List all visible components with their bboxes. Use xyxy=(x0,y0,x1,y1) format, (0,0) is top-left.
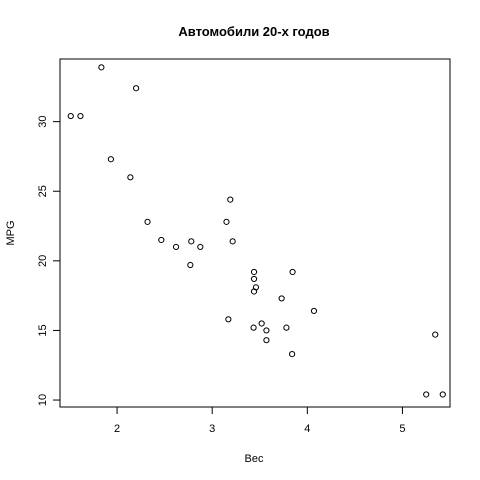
y-tick-label: 30 xyxy=(37,116,49,128)
chart-title: Автомобили 20-х годов xyxy=(178,24,329,39)
x-axis-label: Вес xyxy=(245,453,264,465)
data-points xyxy=(67,64,446,398)
data-point xyxy=(225,316,232,323)
data-point xyxy=(250,288,258,295)
data-point xyxy=(263,327,270,334)
x-tick-label: 4 xyxy=(304,423,310,435)
data-point xyxy=(197,243,204,251)
data-point xyxy=(227,196,234,203)
data-point xyxy=(423,391,430,398)
data-point xyxy=(127,174,134,181)
data-point xyxy=(250,275,258,283)
data-point xyxy=(144,218,151,225)
data-point xyxy=(439,391,446,398)
data-point xyxy=(223,218,230,225)
x-axis: 2 3 4 5 xyxy=(114,407,406,435)
data-point xyxy=(278,295,285,302)
data-point xyxy=(188,238,195,245)
data-point xyxy=(172,243,180,251)
data-point xyxy=(263,337,270,344)
data-point xyxy=(187,261,194,269)
x-tick-label: 3 xyxy=(209,423,215,435)
data-point xyxy=(283,324,290,331)
data-point xyxy=(158,236,165,244)
data-point xyxy=(107,156,114,163)
plot-frame xyxy=(59,58,451,408)
data-point xyxy=(258,320,265,327)
data-point xyxy=(250,268,258,276)
data-point xyxy=(250,324,257,331)
data-point xyxy=(229,238,236,245)
data-point xyxy=(289,268,296,276)
data-point xyxy=(67,112,74,120)
y-tick-label: 10 xyxy=(37,394,49,406)
data-point xyxy=(132,85,140,92)
y-axis: 10 15 20 25 30 xyxy=(37,116,60,406)
x-tick-label: 2 xyxy=(114,423,120,435)
data-point xyxy=(98,64,105,71)
y-tick-label: 25 xyxy=(37,185,49,197)
x-tick-label: 5 xyxy=(399,423,405,435)
data-point xyxy=(77,112,84,120)
y-tick-label: 20 xyxy=(37,255,49,267)
data-point xyxy=(432,331,439,338)
y-tick-label: 15 xyxy=(37,324,49,336)
y-axis-label: MPG xyxy=(5,220,17,245)
data-point xyxy=(310,307,318,315)
data-point xyxy=(288,351,296,358)
